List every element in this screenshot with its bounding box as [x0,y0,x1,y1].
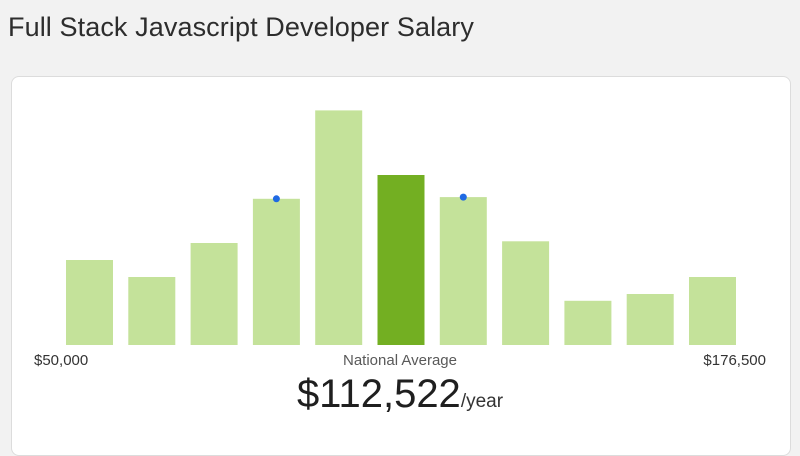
histogram-bar-1 [66,260,113,345]
histogram-bar-2 [128,277,176,345]
histogram-bar-10 [626,294,674,345]
histogram-bar-8 [502,241,550,345]
page: { "page": { "title": "Full Stack Javascr… [0,12,800,456]
page-title: Full Stack Javascript Developer Salary [8,12,474,42]
histogram-bar-5 [315,110,363,346]
histogram-bar-4 [252,198,300,345]
salary-unit: /year [460,391,504,412]
bar-marker-dot [459,193,467,201]
salary-histogram [66,110,736,346]
national-average-salary: $112,522/year [0,372,800,417]
histogram-bar-7 [439,197,487,345]
histogram-bar-3 [190,243,238,345]
x-axis-national-average-label: National Average [343,352,457,369]
x-axis-max-label: $176,500 [703,352,766,369]
bar-marker-dot [272,195,280,203]
x-axis-min-label: $50,000 [34,352,89,369]
histogram-bar-11 [689,277,736,345]
histogram-bar-9 [564,300,612,345]
salary-amount: $112,522 [296,372,461,416]
histogram-bar-national-average [377,175,425,345]
